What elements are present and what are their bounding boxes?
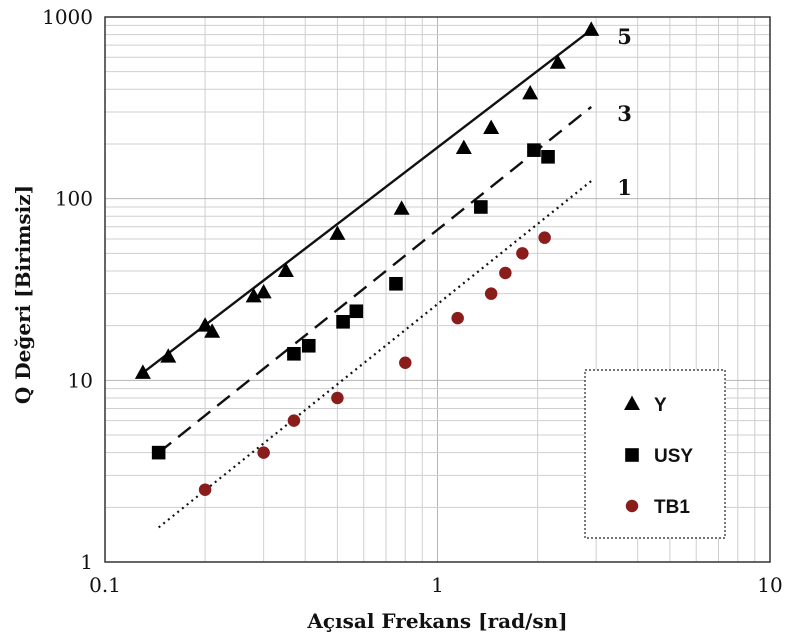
data-point-y bbox=[483, 119, 500, 134]
data-point-tb1 bbox=[331, 391, 344, 405]
x-tick-label: 10 bbox=[757, 573, 782, 597]
data-point-y bbox=[583, 21, 600, 36]
y-tick-label: 1000 bbox=[42, 5, 93, 29]
data-point-y bbox=[549, 54, 566, 69]
y-axis-title: Q Değeri [Birimsiz] bbox=[11, 185, 35, 404]
data-point-y bbox=[393, 200, 410, 215]
data-point-usy bbox=[527, 143, 541, 157]
data-point-y bbox=[160, 348, 177, 363]
data-point-tb1 bbox=[198, 483, 212, 496]
fit-line-3 bbox=[157, 105, 592, 454]
x-tick-label: 0.1 bbox=[89, 573, 121, 597]
fit-line-label-1: 1 bbox=[617, 175, 632, 200]
plot-frame bbox=[104, 16, 771, 563]
data-point-tb1 bbox=[451, 311, 464, 325]
data-points bbox=[134, 21, 600, 496]
data-point-tb1 bbox=[499, 266, 512, 280]
data-point-tb1 bbox=[257, 446, 270, 459]
data-point-tb1 bbox=[399, 356, 412, 369]
x-tick-label: 1 bbox=[431, 573, 444, 597]
legend-label-tb1: TB1 bbox=[654, 497, 690, 518]
y-tick-label: 10 bbox=[68, 368, 93, 392]
data-point-y bbox=[329, 225, 346, 240]
data-point-y bbox=[245, 287, 262, 303]
data-point-y bbox=[197, 317, 214, 332]
legend: Y USY TB1 bbox=[584, 369, 726, 539]
legend-label-y: Y bbox=[654, 395, 667, 416]
data-point-usy bbox=[474, 200, 488, 214]
x-axis-title: Açısal Frekans [rad/sn] bbox=[306, 609, 567, 633]
data-point-usy bbox=[336, 314, 350, 329]
data-point-usy bbox=[349, 304, 364, 319]
data-point-y bbox=[255, 283, 272, 299]
legend-marker-y bbox=[624, 395, 640, 410]
fit-lines bbox=[142, 28, 592, 529]
fit-line-labels: 5 3 1 bbox=[617, 24, 632, 200]
fit-line-5 bbox=[142, 28, 592, 374]
legend-marker-tb1 bbox=[625, 499, 639, 513]
fit-line-label-5: 5 bbox=[617, 24, 632, 49]
data-point-y bbox=[134, 364, 151, 379]
data-point-usy bbox=[151, 445, 166, 460]
legend-marker-usy bbox=[625, 448, 639, 462]
fit-line-1 bbox=[157, 180, 592, 529]
data-point-usy bbox=[389, 276, 403, 291]
data-point-tb1 bbox=[538, 231, 551, 244]
data-point-tb1 bbox=[287, 414, 301, 427]
legend-label-usy: USY bbox=[654, 446, 693, 467]
data-point-usy bbox=[541, 150, 555, 164]
data-point-y bbox=[522, 84, 539, 100]
data-point-tb1 bbox=[484, 287, 498, 300]
fit-line-label-3: 3 bbox=[617, 101, 632, 126]
data-point-y bbox=[455, 139, 472, 155]
data-point-y bbox=[277, 262, 294, 277]
data-point-tb1 bbox=[516, 247, 529, 260]
y-tick-label: 1 bbox=[80, 550, 93, 574]
legend-box bbox=[584, 369, 726, 539]
data-point-usy bbox=[301, 338, 316, 353]
data-point-usy bbox=[287, 346, 301, 361]
y-tick-label: 100 bbox=[55, 187, 93, 211]
data-point-y bbox=[204, 323, 221, 338]
